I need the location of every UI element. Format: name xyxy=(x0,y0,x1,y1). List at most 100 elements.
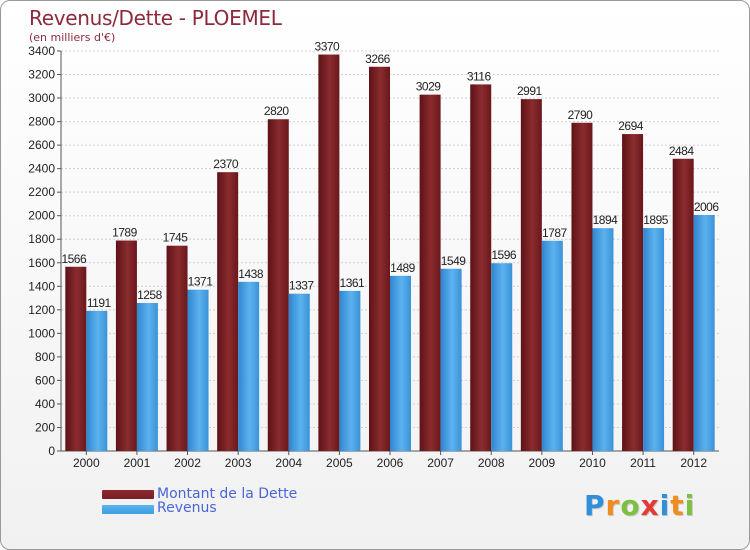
bar-revenus xyxy=(390,275,411,451)
x-tick-label: 2009 xyxy=(528,456,555,470)
data-label-revenus: 1596 xyxy=(491,248,517,262)
data-label-revenus: 1894 xyxy=(593,213,619,227)
data-label-dette: 2991 xyxy=(517,84,543,98)
bar-dette xyxy=(267,119,289,451)
y-tick-label: 3000 xyxy=(28,91,55,105)
legend-label-dette: Montant de la Dette xyxy=(157,486,298,502)
labels: 0 200 400 600 800 1000 1200 1400 1600 1800 2000 220… xyxy=(28,40,720,470)
logo-letter: r xyxy=(605,489,621,522)
data-label-dette: 2694 xyxy=(618,119,644,133)
data-label-dette: 2820 xyxy=(264,104,290,118)
y-tick-label: 1000 xyxy=(28,326,55,340)
bar-revenus xyxy=(187,289,209,451)
chart-subtitle: (en milliers d'€) xyxy=(29,31,116,44)
bar-dette xyxy=(115,240,137,451)
x-tick-label: 2000 xyxy=(73,456,100,470)
x-tick-label: 2003 xyxy=(225,456,252,470)
bar-dette xyxy=(318,54,340,451)
y-tick-label: 800 xyxy=(35,350,55,364)
data-label-dette: 1566 xyxy=(61,252,87,266)
data-label-revenus: 1489 xyxy=(390,261,416,275)
x-tick-label: 2007 xyxy=(427,456,454,470)
legend-label-revenus: Revenus xyxy=(157,500,217,516)
x-tick-label: 2002 xyxy=(174,456,201,470)
y-tick-label: 2000 xyxy=(28,209,55,223)
bar-dette xyxy=(369,66,390,451)
data-label-revenus: 1191 xyxy=(87,296,112,310)
y-tick-label: 3200 xyxy=(28,68,55,82)
logo-letter: o xyxy=(620,489,641,522)
x-tick-label: 2004 xyxy=(275,456,302,470)
bar-revenus xyxy=(288,293,310,451)
data-label-revenus: 1787 xyxy=(542,226,568,240)
data-label-revenus: 2006 xyxy=(694,200,720,214)
bar-revenus xyxy=(693,215,715,451)
x-tick-label: 2012 xyxy=(680,456,707,470)
logo-letter: x xyxy=(640,489,660,522)
logo-letter: i xyxy=(659,489,671,522)
bar-dette xyxy=(166,245,188,451)
bar-revenus xyxy=(592,228,614,451)
data-label-dette: 1789 xyxy=(112,226,138,240)
data-label-revenus: 1337 xyxy=(289,279,315,293)
bar-revenus xyxy=(541,240,563,451)
data-label-dette: 1745 xyxy=(163,231,189,245)
legend-swatch-dette xyxy=(102,490,154,499)
logo-letter: t xyxy=(670,489,685,522)
y-tick-label: 2800 xyxy=(28,115,55,129)
y-tick-label: 2600 xyxy=(28,138,55,152)
data-label-revenus: 1361 xyxy=(340,276,366,290)
x-tick-label: 2011 xyxy=(630,456,656,470)
bar-revenus xyxy=(136,303,158,451)
bar-dette xyxy=(470,84,492,451)
chart-title: Revenus/Dette - PLOEMEL xyxy=(29,6,282,30)
bar-revenus xyxy=(339,290,361,451)
x-tick-label: 2008 xyxy=(478,456,505,470)
x-tick-label: 2001 xyxy=(124,456,151,470)
bar-revenus xyxy=(86,310,108,451)
bar-revenus xyxy=(440,268,462,451)
y-tick-label: 1200 xyxy=(28,303,55,317)
y-tick-label: 1400 xyxy=(28,279,55,293)
data-label-dette: 2370 xyxy=(213,157,239,171)
bar-revenus xyxy=(643,228,665,451)
y-tick-label: 3400 xyxy=(28,44,55,58)
data-label-dette: 3370 xyxy=(315,40,341,54)
data-label-revenus: 1438 xyxy=(238,267,264,281)
x-tick-label: 2006 xyxy=(377,456,404,470)
data-label-dette: 2790 xyxy=(568,108,594,122)
data-label-dette: 3029 xyxy=(416,80,442,94)
bar-dette xyxy=(419,94,441,451)
y-tick-label: 200 xyxy=(35,420,55,434)
x-tick-label: 2010 xyxy=(579,456,606,470)
data-label-dette: 3116 xyxy=(467,69,492,83)
y-tick-label: 400 xyxy=(35,397,55,411)
y-tick-label: 1800 xyxy=(28,232,55,246)
bar-revenus xyxy=(491,263,513,451)
bar-dette xyxy=(622,134,644,451)
y-tick-label: 600 xyxy=(35,373,55,387)
data-label-dette: 2484 xyxy=(669,144,695,158)
data-label-revenus: 1371 xyxy=(188,275,214,289)
data-label-dette: 3266 xyxy=(365,52,391,66)
bar-dette xyxy=(65,266,87,451)
x-tick-label: 2005 xyxy=(326,456,353,470)
y-tick-label: 2200 xyxy=(28,185,55,199)
y-tick-label: 2400 xyxy=(28,162,55,176)
data-label-revenus: 1258 xyxy=(137,288,163,302)
y-tick-label: 1600 xyxy=(28,256,55,270)
bar-dette xyxy=(571,122,593,451)
data-label-revenus: 1895 xyxy=(643,213,669,227)
proxiti-logo: Proxiti xyxy=(584,489,695,522)
legend-swatch-revenus xyxy=(102,505,154,514)
bar-revenus xyxy=(238,281,260,451)
data-label-revenus: 1549 xyxy=(441,254,467,268)
bar-dette xyxy=(520,99,542,451)
y-tick-label: 0 xyxy=(48,444,55,458)
logo-letter: i xyxy=(684,489,696,522)
bar-dette xyxy=(672,158,694,451)
bar-dette xyxy=(217,172,239,452)
bars xyxy=(65,54,715,452)
